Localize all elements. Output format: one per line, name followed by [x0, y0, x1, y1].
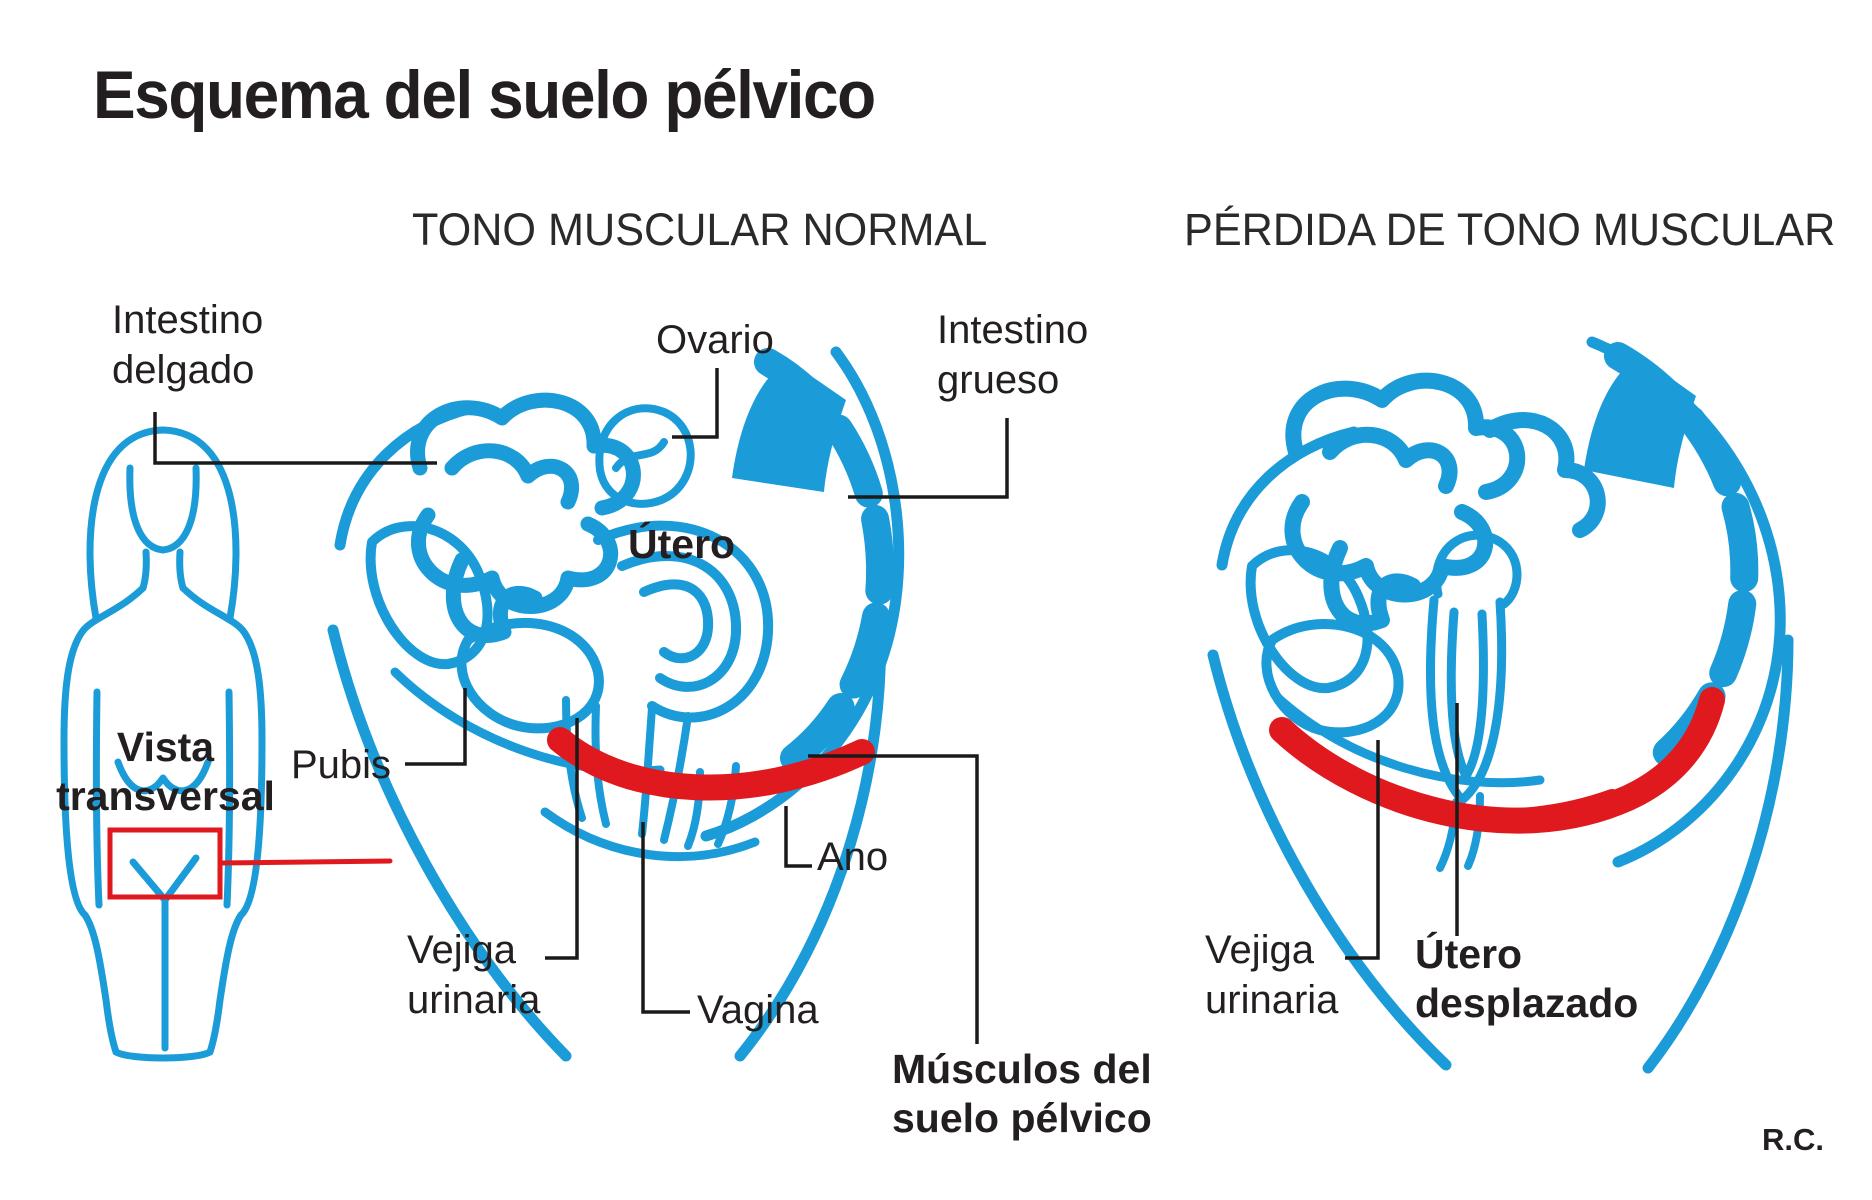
label-small-intestine: Intestino delgado — [112, 298, 264, 392]
leader-pubis — [405, 688, 467, 766]
label-anus: Ano — [817, 835, 889, 879]
inset-pointer-line — [217, 858, 393, 866]
left-diagram-illustration — [327, 346, 905, 1062]
leader-bladder-left — [545, 718, 579, 960]
column-header-normal-tone: TONO MUSCULAR NORMAL — [412, 204, 988, 255]
leader-ovary — [672, 368, 719, 439]
column-header-loss-of-tone: PÉRDIDA DE TONO MUSCULAR — [1184, 204, 1836, 255]
label-uterus: Útero — [628, 521, 736, 567]
label-bladder-left: Vejiga urinaria — [407, 928, 541, 1022]
leader-bladder-right — [1345, 740, 1380, 960]
right-diagram-illustration — [1207, 336, 1794, 1074]
label-ovary: Ovario — [656, 318, 774, 362]
inset-highlight-box — [107, 827, 223, 900]
label-bladder-right: Vejiga urinaria — [1205, 928, 1339, 1022]
page-title: Esquema del suelo pélvico — [93, 57, 876, 133]
label-pubis: Pubis — [291, 743, 392, 787]
leader-vagina — [641, 822, 690, 1014]
leader-small-intestine — [153, 412, 437, 465]
inset-caption: Vista transversal — [56, 724, 275, 820]
author-credit: R.C. — [1762, 1122, 1824, 1157]
leader-lines — [153, 368, 1459, 1044]
label-large-intestine: Intestino grueso — [937, 308, 1089, 402]
leader-large-intestine — [848, 418, 1009, 499]
label-pelvic-floor-muscles: Músculos del suelo pélvico — [892, 1046, 1152, 1142]
body-figure-illustration — [60, 426, 266, 1062]
leader-pelvic-floor-muscles — [808, 754, 979, 1044]
label-displaced-uterus: Útero desplazado — [1415, 931, 1639, 1027]
leader-anus — [784, 806, 812, 868]
label-vagina: Vagina — [697, 988, 819, 1032]
